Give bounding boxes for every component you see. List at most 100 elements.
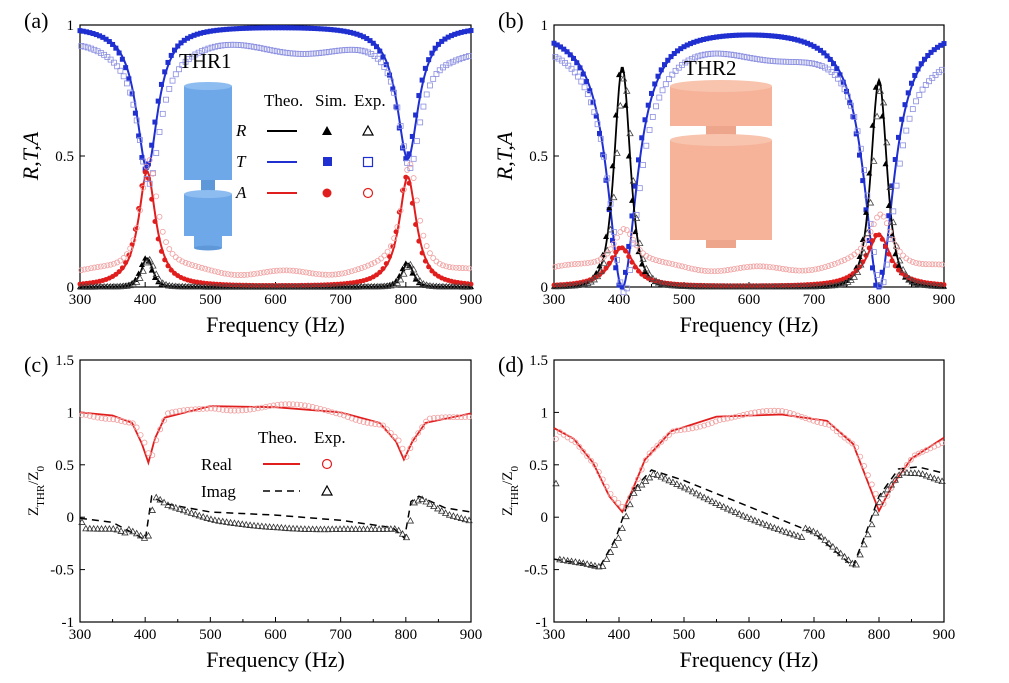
data-point	[393, 104, 399, 110]
data-point	[896, 248, 903, 255]
data-point	[627, 494, 633, 501]
data-point	[278, 401, 285, 408]
data-point	[427, 82, 433, 89]
data-point	[238, 42, 244, 49]
data-point	[140, 158, 147, 165]
data-point	[277, 48, 283, 55]
data-point	[159, 110, 166, 117]
data-point	[145, 161, 151, 167]
data-point	[146, 255, 154, 263]
data-point	[102, 415, 109, 422]
data-point	[632, 228, 639, 235]
data-point	[934, 475, 942, 483]
data-point	[724, 267, 731, 273]
data-point	[827, 56, 833, 62]
data-point	[583, 560, 591, 567]
data-point	[809, 60, 815, 67]
data-point	[619, 284, 625, 290]
data-point	[82, 411, 89, 418]
data-point	[374, 55, 381, 62]
data-point	[786, 58, 793, 65]
data-point	[138, 261, 145, 268]
data-point	[370, 40, 376, 46]
data-point	[929, 74, 936, 81]
data-point	[145, 175, 151, 181]
data-point	[378, 59, 384, 66]
data-point	[319, 49, 326, 56]
data-point	[623, 248, 628, 254]
data-point	[332, 271, 339, 278]
data-point	[426, 500, 434, 507]
data-point	[84, 265, 91, 272]
data-point	[423, 91, 430, 98]
data-point	[734, 52, 741, 59]
data-point	[779, 34, 784, 40]
data-point	[939, 261, 945, 268]
data-point	[189, 262, 195, 268]
data-point	[646, 450, 653, 457]
data-point	[404, 167, 411, 173]
data-point	[710, 35, 716, 41]
data-point	[184, 406, 191, 413]
data-point	[923, 447, 930, 453]
data-point	[850, 114, 856, 120]
data-point	[465, 282, 473, 290]
plot-frame	[553, 359, 945, 623]
data-point	[770, 264, 776, 271]
data-point	[643, 142, 650, 149]
data-point	[296, 50, 303, 57]
data-point	[359, 525, 368, 532]
data-point	[283, 267, 290, 274]
data-point	[423, 243, 430, 249]
data-point	[267, 47, 274, 53]
data-point	[824, 53, 830, 59]
data-point	[584, 453, 591, 460]
data-point	[711, 268, 718, 275]
data-point	[208, 267, 215, 274]
data-point	[352, 46, 358, 53]
data-point	[357, 32, 363, 38]
data-point	[939, 66, 945, 73]
data-point	[753, 56, 760, 62]
data-point	[762, 32, 768, 38]
y-tick-label: 0	[67, 280, 75, 296]
data-point	[363, 525, 372, 532]
data-point	[400, 186, 407, 193]
data-point	[215, 406, 222, 413]
data-point	[344, 29, 350, 35]
data-point	[799, 267, 806, 274]
data-point	[671, 50, 677, 56]
data-point	[925, 53, 931, 59]
data-point	[888, 485, 895, 491]
data-point	[906, 257, 913, 264]
data-point	[155, 98, 161, 104]
data-point	[798, 38, 804, 44]
data-point	[218, 42, 225, 49]
data-point	[887, 236, 893, 242]
data-point	[316, 525, 325, 533]
data-point	[776, 265, 783, 272]
data-point	[153, 437, 160, 444]
data-point	[355, 266, 362, 273]
series-imag-theory	[79, 495, 472, 542]
data-point	[616, 101, 624, 109]
data-point	[636, 268, 641, 274]
data-point	[133, 117, 140, 124]
data-point	[383, 261, 389, 267]
data-point	[601, 253, 607, 260]
data-point	[426, 57, 432, 63]
data-point	[110, 41, 116, 47]
data-point	[152, 119, 158, 125]
data-point	[834, 66, 840, 72]
data-point	[904, 461, 910, 468]
series-real-theory	[553, 413, 945, 514]
data-point	[902, 271, 910, 279]
data-point	[575, 558, 584, 566]
data-point	[348, 525, 356, 532]
y-tick-label: 1	[541, 18, 549, 34]
data-point	[638, 466, 645, 473]
x-tick-label: 500	[199, 292, 222, 308]
y-tick-label: 0.5	[55, 458, 74, 474]
data-point	[649, 256, 656, 262]
